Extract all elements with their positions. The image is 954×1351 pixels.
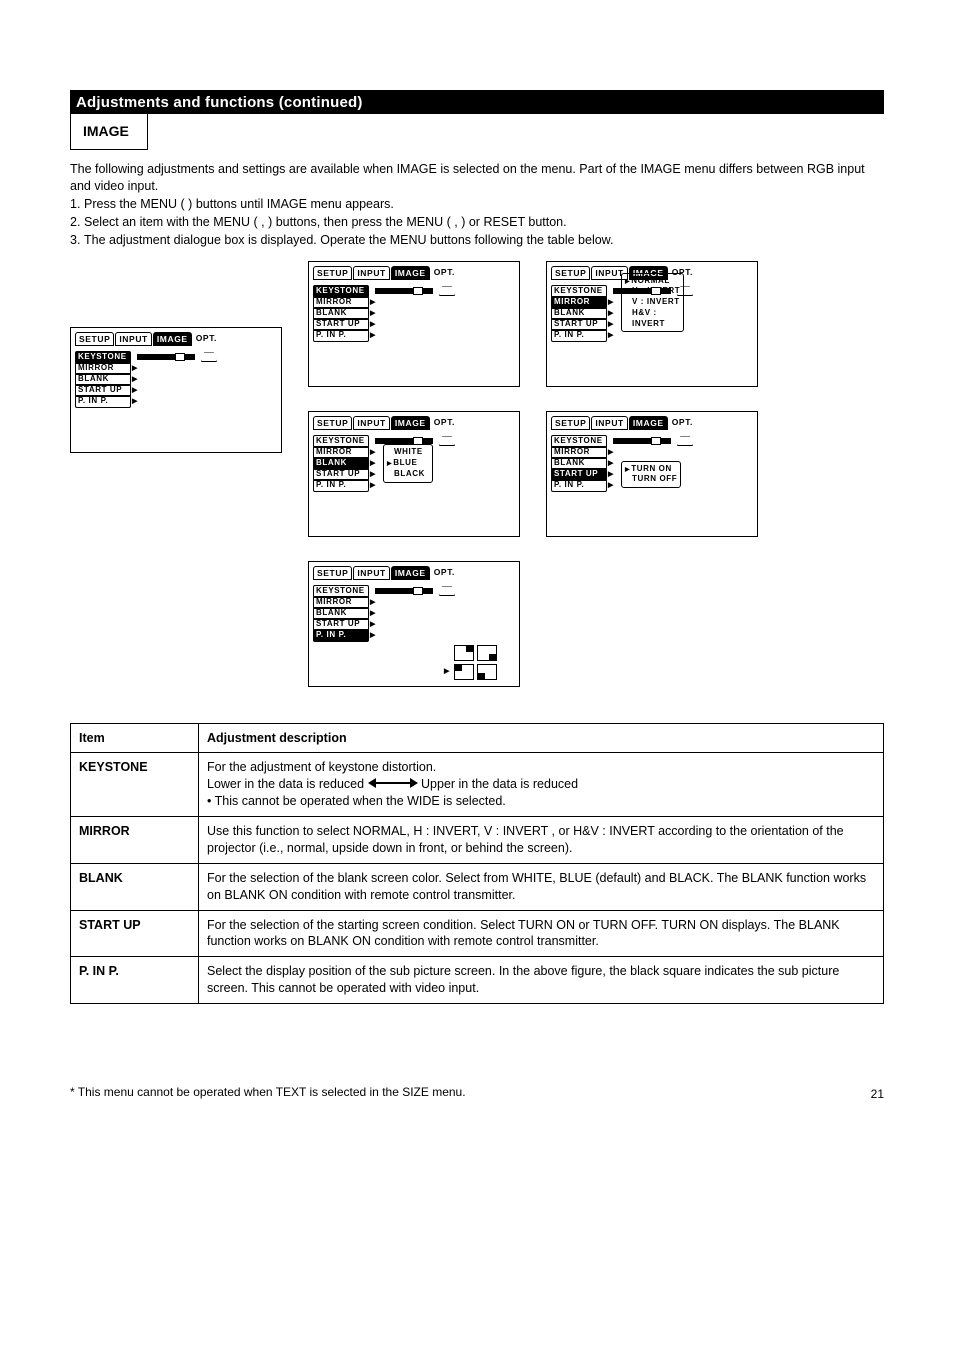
tab-input: INPUT bbox=[115, 332, 152, 346]
step-1: 1.Press the MENU ( ) buttons until IMAGE… bbox=[70, 196, 884, 213]
page-number: 21 bbox=[871, 1086, 884, 1102]
table-row: P. IN P. Select the display position of … bbox=[71, 957, 884, 1004]
osd-panel-pinp: SETUP INPUT IMAGE OPT. KEYSTONE MIRROR▶ … bbox=[308, 561, 520, 687]
col-desc: Adjustment description bbox=[199, 723, 884, 753]
section-title: Adjustments and functions (continued) bbox=[70, 90, 884, 114]
table-row: KEYSTONE For the adjustment of keystone … bbox=[71, 753, 884, 817]
slider-icon bbox=[137, 354, 195, 360]
table-row: MIRROR Use this function to select NORMA… bbox=[71, 817, 884, 864]
osd-panel-blank: SETUP INPUT IMAGE OPT. KEYSTONE MIRROR▶ … bbox=[308, 411, 520, 537]
table-row: BLANK For the selection of the blank scr… bbox=[71, 863, 884, 910]
step-3: 3.The adjustment dialogue box is display… bbox=[70, 232, 884, 249]
col-item: Item bbox=[71, 723, 199, 753]
footnote: * This menu cannot be operated when TEXT… bbox=[70, 1084, 884, 1100]
tab-setup: SETUP bbox=[75, 332, 114, 346]
step-2: 2.Select an item with the MENU ( , ) but… bbox=[70, 214, 884, 231]
pip-position-icon bbox=[454, 645, 497, 680]
osd-panel-keystone: SETUP INPUT IMAGE OPT. KEYSTONE MIRROR▶ … bbox=[308, 261, 520, 387]
osd-previews: SETUP INPUT IMAGE OPT. KEYSTONE MIRROR▶ … bbox=[70, 261, 884, 687]
trapezoid-icon bbox=[201, 352, 217, 362]
osd-panel-mirror: SETUP INPUT IMAGE OPT. KEYSTONE MIRROR▶ … bbox=[546, 261, 758, 387]
table-row: START UP For the selection of the starti… bbox=[71, 910, 884, 957]
adjustment-table: Item Adjustment description KEYSTONE For… bbox=[70, 723, 884, 1005]
intro-text: The following adjustments and settings a… bbox=[70, 161, 884, 195]
instructions: The following adjustments and settings a… bbox=[70, 161, 884, 248]
item-pinp: P. IN P. bbox=[75, 395, 131, 408]
osd-panel-main: SETUP INPUT IMAGE OPT. KEYSTONE MIRROR▶ … bbox=[70, 327, 282, 453]
left-right-arrow-icon bbox=[368, 778, 418, 788]
tab-opt: OPT. bbox=[193, 332, 220, 346]
menu-badge: IMAGE bbox=[70, 113, 148, 150]
osd-panel-startup: SETUP INPUT IMAGE OPT. KEYSTONE MIRROR▶ … bbox=[546, 411, 758, 537]
tab-image: IMAGE bbox=[153, 332, 192, 346]
